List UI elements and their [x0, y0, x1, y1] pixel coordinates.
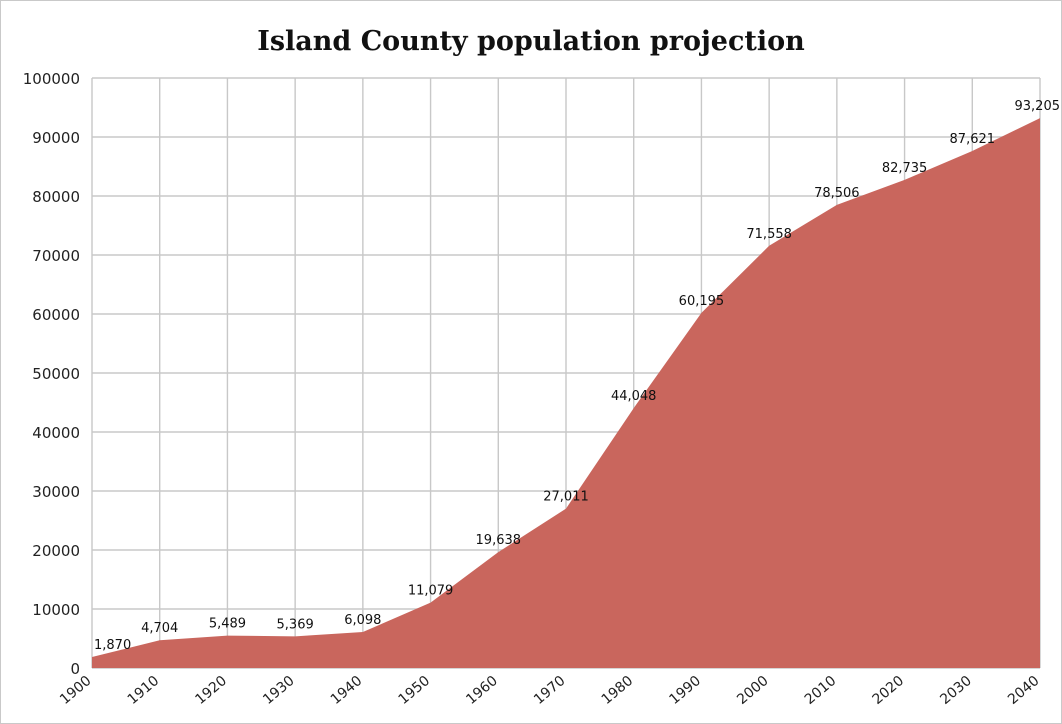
- data-label: 11,079: [408, 584, 454, 599]
- area-series: [91, 117, 1041, 668]
- x-tick-label: 1910: [125, 673, 163, 708]
- x-tick-label: 2040: [1005, 673, 1043, 708]
- x-tick-label: 1930: [260, 673, 298, 708]
- data-label: 78,506: [814, 186, 860, 201]
- x-tick-label: 1990: [666, 673, 704, 708]
- data-label: 4,704: [141, 621, 178, 636]
- data-label: 5,369: [277, 617, 314, 632]
- x-tick-label: 1950: [396, 673, 434, 708]
- x-axis-ticks: 1900 1910 1920 1930 1940 1950 1960 1970 1980 1990…: [57, 673, 1043, 708]
- x-tick-label: 2010: [802, 673, 840, 708]
- x-tick-label: 1970: [531, 673, 569, 708]
- data-label: 82,735: [882, 161, 928, 176]
- y-tick-label: 70000: [32, 247, 80, 265]
- data-label: 71,558: [746, 227, 792, 242]
- data-label: 6,098: [344, 613, 381, 628]
- data-label: 19,638: [476, 533, 522, 548]
- x-tick-label: 2030: [937, 673, 975, 708]
- data-label: 27,011: [543, 490, 589, 505]
- y-tick-label: 80000: [32, 188, 80, 206]
- y-tick-label: 90000: [32, 129, 80, 147]
- y-tick-label: 0: [70, 660, 80, 678]
- data-label: 87,621: [950, 132, 996, 147]
- data-label: 93,205: [1015, 99, 1061, 114]
- x-tick-label: 1900: [57, 673, 95, 708]
- x-tick-label: 2020: [870, 673, 908, 708]
- data-label: 44,048: [611, 389, 657, 404]
- y-tick-label: 20000: [32, 542, 80, 560]
- data-label: 5,489: [209, 617, 246, 632]
- data-label: 1,870: [94, 638, 131, 653]
- x-tick-label: 1980: [599, 673, 637, 708]
- y-axis-ticks: 0 10000 20000 30000 40000 50000 60000 70000 8000…: [23, 70, 80, 678]
- x-tick-label: 1940: [328, 673, 366, 708]
- y-tick-label: 30000: [32, 483, 80, 501]
- y-tick-label: 100000: [23, 70, 80, 88]
- y-tick-label: 60000: [32, 306, 80, 324]
- x-tick-label: 1960: [463, 673, 501, 708]
- data-labels: 1,870 4,704 5,489 5,369 6,098 11,079 19,638 27,…: [94, 99, 1060, 653]
- x-tick-label: 2000: [734, 673, 772, 708]
- data-label: 60,195: [679, 294, 725, 309]
- y-tick-label: 40000: [32, 424, 80, 442]
- y-tick-label: 10000: [32, 601, 80, 619]
- area-fill: [92, 118, 1040, 668]
- x-tick-label: 1920: [192, 673, 230, 708]
- y-tick-label: 50000: [32, 365, 80, 383]
- chart-title: Island County population projection: [257, 26, 805, 57]
